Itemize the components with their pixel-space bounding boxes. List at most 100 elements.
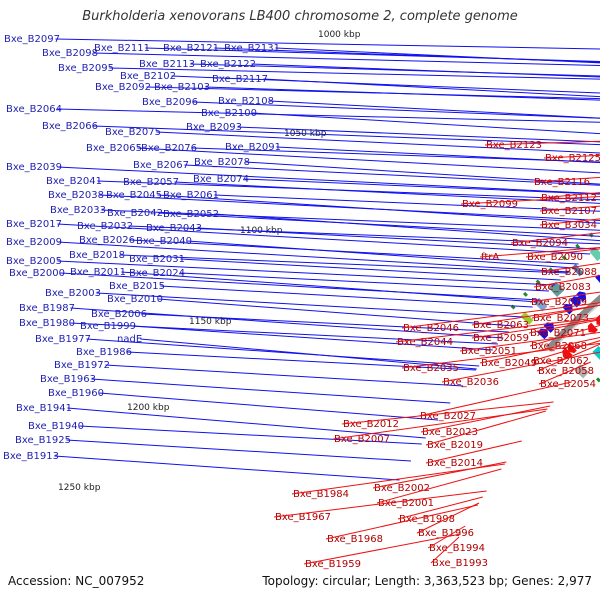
forward-gene	[543, 322, 555, 333]
gene-label-forward: Bxe_B2066	[42, 121, 98, 132]
genome-summary: Topology: circular; Length: 3,363,523 bp…	[262, 574, 592, 588]
gene-label-forward: Bxe_B2003	[45, 288, 101, 299]
leader-line-reverse	[420, 405, 551, 433]
gene-label-forward: Bxe_B1999	[80, 321, 136, 332]
leader-line-forward	[131, 325, 493, 351]
gene-label-forward: Bxe_B1977	[35, 334, 91, 345]
gene-label-forward: Bxe_B2017	[6, 219, 62, 230]
gene-label-reverse: Bxe_B1959	[305, 559, 361, 570]
leader-line-forward	[156, 131, 600, 154]
gene-label-forward: Bxe_B2076	[141, 143, 197, 154]
gene-label-forward: Bxe_B2057	[123, 177, 179, 188]
leader-line-reverse	[529, 291, 600, 303]
leader-line-forward	[251, 63, 600, 78]
gene-label-forward: Bxe_B2064	[6, 104, 62, 115]
leader-line-reverse	[510, 232, 600, 244]
gene-label-forward: Bxe_B2092	[95, 82, 151, 93]
gene-label-reverse: Bxe_B2007	[334, 434, 390, 445]
leader-line-forward	[57, 241, 570, 273]
leader-line-forward	[197, 227, 597, 250]
leader-line-forward	[54, 455, 400, 481]
gene-label-reverse: Bxe_B2012	[343, 419, 399, 430]
leader-line-forward	[269, 100, 600, 119]
leader-line-forward	[86, 338, 480, 367]
leader-line-reverse	[401, 302, 600, 329]
gene-label-forward: Bxe_B2010	[107, 294, 163, 305]
leader-line-forward	[214, 213, 600, 242]
inner-tick	[595, 377, 600, 383]
leader-line-forward	[244, 178, 600, 195]
leader-line-forward	[93, 125, 600, 146]
leader-line-forward	[192, 147, 600, 163]
leader-line-forward	[57, 166, 600, 195]
category-mark	[520, 311, 534, 325]
gene-label-reverse: Bxe_B2036	[443, 377, 499, 388]
gene-label-forward: Bxe_B2061	[163, 190, 219, 201]
forward-gene	[595, 274, 600, 283]
leader-line-forward	[57, 108, 600, 123]
gene-label-forward: Bxe_B2111	[94, 43, 150, 54]
leader-line-reverse	[459, 331, 600, 352]
gene-label-reverse: Bxe_B2071	[530, 328, 586, 339]
gene-label-reverse: Bxe_B2083	[535, 282, 591, 293]
leader-line-reverse	[525, 248, 600, 258]
kbp-scale-label: 1250 kbp	[58, 483, 101, 493]
gene-label-reverse: Bxe_B2099	[462, 199, 518, 210]
reverse-gene	[567, 343, 577, 354]
gene-label-reverse: Bxe_B2054	[540, 379, 596, 390]
gene-label-forward: Bxe_B1987	[19, 303, 75, 314]
category-mark	[589, 246, 600, 262]
leader-line-reverse	[529, 324, 600, 347]
leader-line-forward	[60, 272, 540, 301]
gene-label-forward: Bxe_B1941	[16, 403, 72, 414]
gene-label-reverse: Bxe_B3034	[541, 220, 597, 231]
leader-line-forward	[105, 364, 464, 387]
gene-label-forward: Bxe_B2024	[129, 268, 185, 279]
leader-line-forward	[57, 260, 556, 286]
leader-line-reverse	[401, 342, 600, 369]
gene-label-forward: Bxe_B2006	[91, 309, 147, 320]
leader-line-forward	[120, 254, 569, 274]
leader-line-forward	[79, 425, 422, 445]
outer-tick	[561, 255, 567, 261]
outer-tick	[575, 243, 581, 249]
leader-line-reverse	[460, 195, 600, 205]
gene-label-forward: Bxe_B1963	[40, 374, 96, 385]
gene-label-forward: Bxe_B2078	[194, 157, 250, 168]
leader-line-reverse	[332, 408, 548, 440]
leader-line-reverse	[430, 536, 460, 564]
gene-label-reverse: Bxe_B2001	[378, 498, 434, 509]
leader-line-reverse	[471, 304, 600, 326]
gene-label-forward: Bxe_B1913	[3, 451, 59, 462]
leader-line-forward	[91, 378, 451, 404]
gene-label-reverse: Bxe_B2019	[427, 440, 483, 451]
leader-line-reverse	[539, 205, 600, 212]
leader-line-reverse	[479, 337, 600, 364]
gene-label-forward: Bxe_B2032	[77, 221, 133, 232]
leader-line-forward	[99, 392, 439, 421]
gene-label-forward: Bxe_B2113	[139, 59, 195, 70]
gene-label-forward: Bxe_B2095	[58, 63, 114, 74]
leader-line-reverse	[341, 401, 554, 425]
leader-line-forward	[237, 126, 600, 143]
gene-label-forward: Bxe_B2031	[129, 254, 185, 265]
leader-line-forward	[127, 351, 476, 371]
gene-label-forward: Bxe_B2005	[6, 256, 62, 267]
gene-label-forward: Bxe_B2041	[46, 176, 102, 187]
leader-line-forward	[121, 271, 538, 303]
gene-label-forward: Bxe_B1960	[48, 388, 104, 399]
outer-tick	[522, 291, 528, 297]
leader-line-forward	[67, 407, 426, 439]
gene-label-forward: Bxe_B1980	[19, 318, 75, 329]
gene-label-forward: Bxe_B2042	[107, 208, 163, 219]
gene-label-reverse: Bxe_B2107	[541, 206, 597, 217]
gene-label-forward: Bxe_B2117	[212, 74, 268, 85]
outer-tick	[535, 279, 541, 285]
leader-line-forward	[275, 47, 600, 64]
leader-line-forward	[160, 285, 533, 308]
gene-label-forward: Bxe_B2052	[163, 209, 219, 220]
gene-label-reverse: Bxe_B1996	[418, 528, 474, 539]
leader-line-forward	[180, 272, 549, 292]
